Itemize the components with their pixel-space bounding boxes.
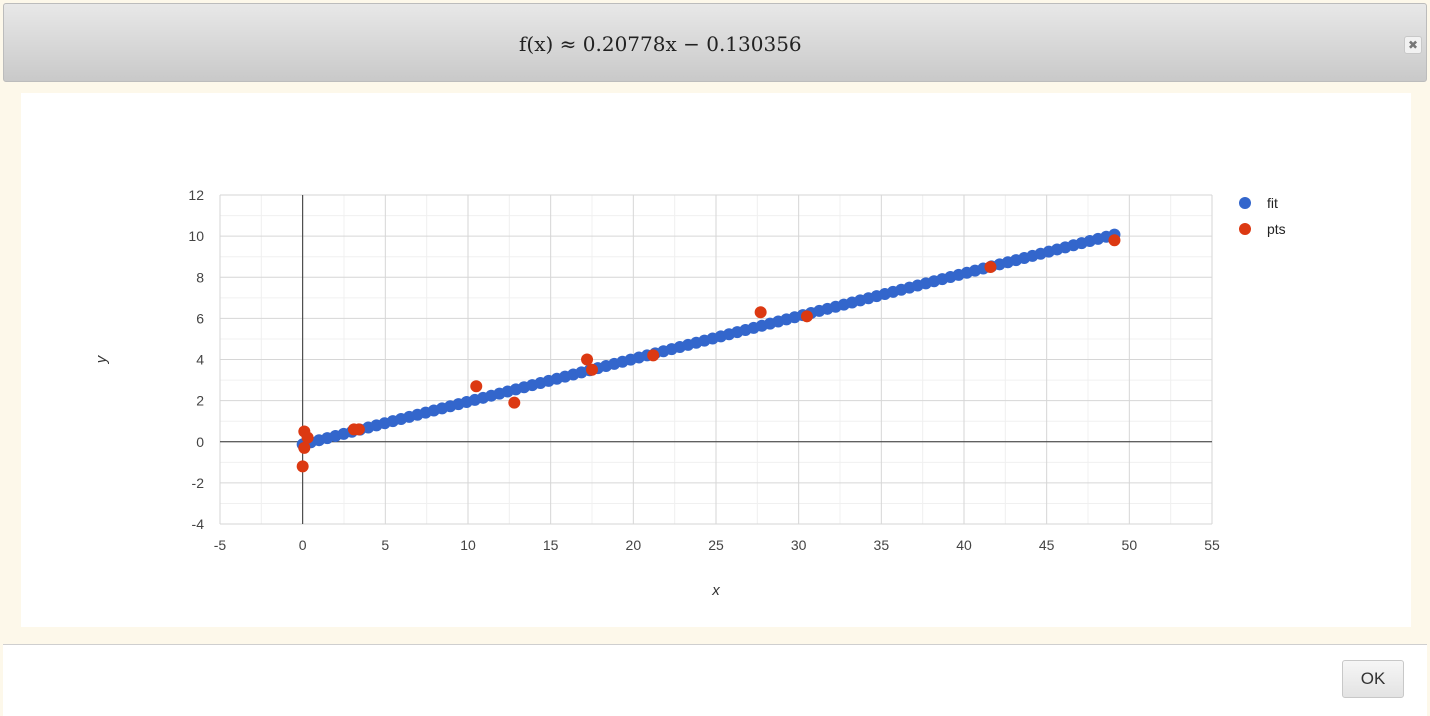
y-tick-label: 4 bbox=[196, 352, 204, 368]
data-point bbox=[296, 460, 309, 473]
x-tick-label: 45 bbox=[1039, 537, 1055, 553]
x-tick-label: 15 bbox=[543, 537, 559, 553]
legend-label-fit: fit bbox=[1267, 195, 1278, 211]
close-button[interactable]: ✖ bbox=[1404, 36, 1422, 54]
y-tick-label: 0 bbox=[196, 434, 204, 450]
data-point bbox=[647, 349, 660, 362]
y-axis-label: y bbox=[93, 354, 110, 364]
data-point bbox=[298, 441, 311, 454]
y-tick-label: 8 bbox=[196, 269, 204, 285]
y-tick-label: -2 bbox=[192, 475, 205, 491]
scatter-chart: -5 0 5 10 15 20 25 30 35 40 45 50 55 -4 -2 0 2 4 6 8 10 12 x y f… bbox=[93, 187, 1286, 599]
y-tick-label: -4 bbox=[192, 516, 205, 532]
x-tick-label: 50 bbox=[1122, 537, 1138, 553]
data-point bbox=[754, 306, 767, 319]
x-tick-label: -5 bbox=[214, 537, 227, 553]
data-point bbox=[470, 380, 483, 393]
x-tick-label: 40 bbox=[956, 537, 972, 553]
dialog-titlebar: f(x) ≈ 0.20778x − 0.130356 ✖ bbox=[3, 3, 1427, 82]
legend-marker-fit bbox=[1239, 197, 1251, 209]
data-point bbox=[586, 363, 598, 376]
data-point bbox=[508, 396, 521, 409]
x-tick-label: 35 bbox=[874, 537, 890, 553]
data-point bbox=[984, 260, 997, 273]
dialog-footer: OK bbox=[3, 644, 1427, 716]
dialog-title: f(x) ≈ 0.20778x − 0.130356 bbox=[519, 32, 802, 56]
x-tick-label: 0 bbox=[299, 537, 307, 553]
x-tick-label: 10 bbox=[460, 537, 476, 553]
data-point bbox=[581, 353, 594, 366]
x-tick-label: 25 bbox=[708, 537, 724, 553]
data-point bbox=[800, 310, 813, 323]
x-tick-label: 55 bbox=[1204, 537, 1220, 553]
chart-panel: -5 0 5 10 15 20 25 30 35 40 45 50 55 -4 -2 0 2 4 6 8 10 12 x y f… bbox=[21, 93, 1411, 627]
data-point bbox=[352, 423, 365, 436]
close-icon: ✖ bbox=[1407, 38, 1419, 52]
x-tick-label: 5 bbox=[381, 537, 389, 553]
x-tick-label: 30 bbox=[791, 537, 807, 553]
y-tick-label: 2 bbox=[196, 393, 204, 409]
x-tick-label: 20 bbox=[626, 537, 642, 553]
y-tick-label: 12 bbox=[188, 187, 204, 203]
legend-marker-pts bbox=[1239, 223, 1251, 235]
data-point bbox=[1108, 234, 1121, 247]
legend-label-pts: pts bbox=[1267, 221, 1286, 237]
y-tick-label: 6 bbox=[196, 310, 204, 326]
data-point bbox=[301, 431, 314, 444]
y-tick-label: 10 bbox=[188, 228, 204, 244]
ok-button[interactable]: OK bbox=[1342, 660, 1404, 698]
x-axis-label: x bbox=[711, 582, 720, 599]
